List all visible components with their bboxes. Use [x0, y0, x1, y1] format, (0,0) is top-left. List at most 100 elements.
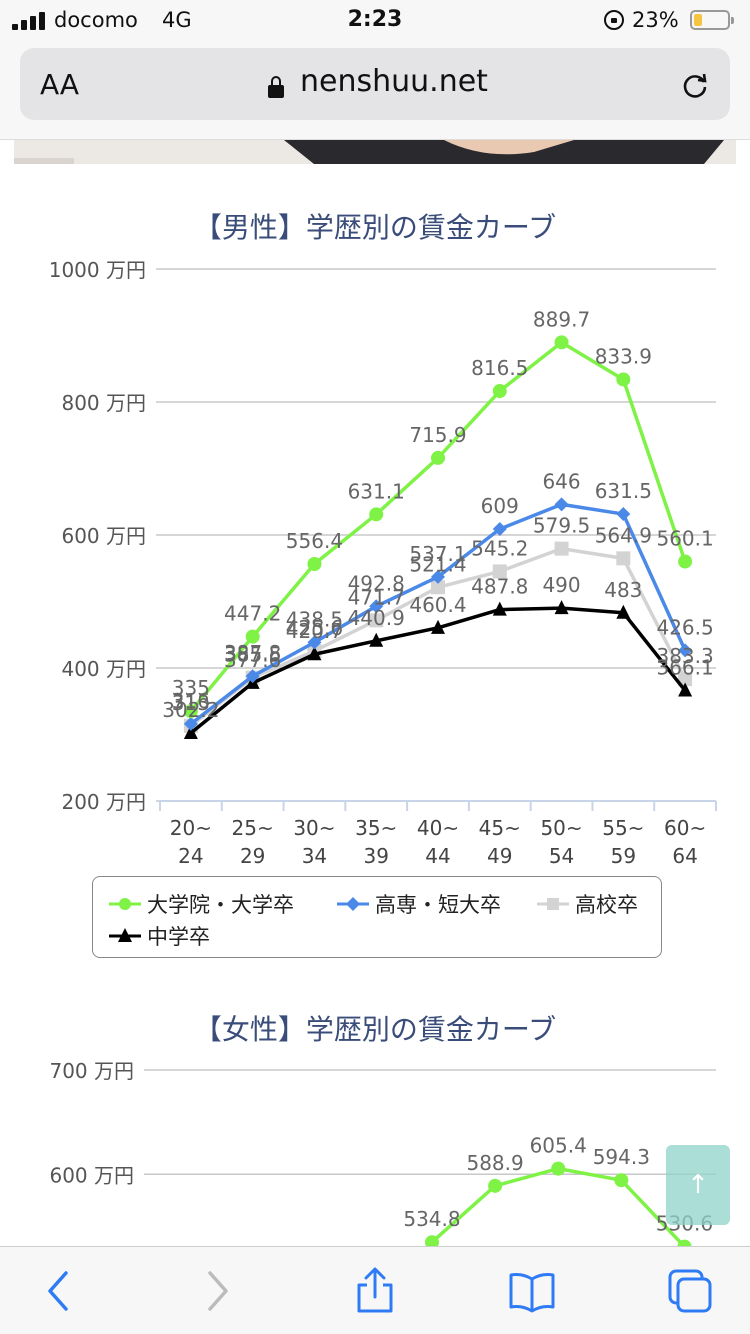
- data-label: 594.3: [593, 1145, 650, 1169]
- data-point: [369, 613, 384, 628]
- browser-toolbar: [0, 1246, 750, 1334]
- data-label: 387.8: [224, 641, 281, 665]
- data-label: 631.5: [595, 479, 652, 503]
- data-point: [431, 619, 445, 634]
- data-label: 335: [172, 676, 210, 700]
- data-point: [678, 554, 693, 569]
- x-tick-label: 50~: [540, 816, 582, 840]
- back-icon[interactable]: [36, 1267, 84, 1315]
- data-label: 816.5: [471, 356, 528, 380]
- legend-label: 高専・短大卒: [375, 893, 501, 917]
- data-label: 521.4: [409, 552, 466, 576]
- data-label: 605.4: [530, 1134, 587, 1158]
- legend-triangle-icon: [109, 928, 141, 942]
- x-tick-label: 30~: [293, 816, 335, 840]
- data-label: 492.8: [348, 571, 405, 595]
- data-point: [492, 384, 507, 399]
- y-tick-label: 1000 万円: [49, 258, 146, 282]
- data-point: [183, 725, 198, 740]
- y-tick-label: 600 万円: [61, 524, 146, 548]
- data-point: [554, 497, 569, 512]
- x-tick-label: 34: [302, 844, 327, 865]
- data-label: 471.7: [348, 585, 405, 609]
- data-label: 537.1: [409, 542, 466, 566]
- legend-label: 中学卒: [147, 925, 210, 949]
- data-label: 833.9: [595, 344, 652, 368]
- data-point: [431, 580, 445, 595]
- tabs-icon[interactable]: [666, 1267, 714, 1315]
- legend-label: 大学院・大学卒: [147, 893, 294, 917]
- carrier-name: docomo: [54, 8, 138, 32]
- y-tick-label: 600 万円: [49, 1163, 134, 1187]
- data-label: 579.5: [533, 514, 590, 538]
- data-label: 564.9: [595, 523, 652, 547]
- data-label: 490: [542, 573, 580, 597]
- y-tick-label: 800 万円: [61, 391, 146, 415]
- data-point: [616, 604, 631, 619]
- data-label: 313: [172, 691, 210, 715]
- data-point: [245, 669, 260, 684]
- data-label: 483: [604, 578, 642, 602]
- data-point: [554, 541, 569, 556]
- x-tick-label: 44: [425, 844, 450, 865]
- x-tick-label: 54: [549, 844, 574, 865]
- share-icon[interactable]: [351, 1267, 399, 1315]
- reload-icon[interactable]: [680, 70, 710, 100]
- data-point: [616, 551, 631, 566]
- data-point: [616, 372, 631, 387]
- data-label: 447.2: [224, 602, 281, 626]
- data-label: 420.7: [286, 619, 343, 643]
- data-point: [183, 716, 198, 731]
- bookmarks-icon[interactable]: [508, 1267, 556, 1315]
- address-bar[interactable]: AA nenshuu.net: [20, 48, 730, 120]
- data-point: [678, 682, 693, 697]
- y-tick-label: 200 万円: [61, 790, 146, 814]
- data-label: 715.9: [409, 423, 466, 447]
- data-label: 383.3: [656, 644, 713, 668]
- data-label: 316: [172, 689, 210, 713]
- y-tick-label: 700 万円: [49, 1060, 134, 1083]
- y-tick-label: 400 万円: [61, 657, 146, 681]
- chart-legend: 大学院・大学卒 高専・短大卒 高校卒 中学卒: [92, 876, 662, 958]
- data-label: 487.8: [471, 575, 528, 599]
- series-line: [430, 1166, 686, 1246]
- status-bar: docomo 4G 2:23 23%: [0, 0, 750, 40]
- data-label: 302.2: [162, 698, 219, 722]
- reader-settings-button[interactable]: AA: [40, 68, 79, 101]
- browser-address-area: AA nenshuu.net: [0, 40, 750, 140]
- data-point: [614, 1173, 629, 1188]
- url-text[interactable]: nenshuu.net: [300, 64, 488, 99]
- x-tick-label: 64: [672, 844, 697, 865]
- data-point: [678, 643, 693, 658]
- data-label: 366.1: [656, 656, 713, 680]
- scroll-to-top-button[interactable]: ↑: [666, 1145, 730, 1225]
- data-label: 631.1: [348, 479, 405, 503]
- x-tick-label: 59: [611, 844, 636, 865]
- data-label: 556.4: [286, 529, 343, 553]
- legend-square-icon: [537, 898, 569, 910]
- data-point: [677, 1239, 692, 1246]
- x-tick-label: 40~: [417, 816, 459, 840]
- data-point: [492, 601, 507, 616]
- x-tick-label: 29: [240, 844, 265, 865]
- battery-icon: [690, 10, 734, 30]
- network-type: 4G: [162, 8, 192, 32]
- data-point: [307, 556, 322, 571]
- data-label: 385.5: [224, 643, 281, 667]
- data-point: [183, 704, 198, 719]
- data-label: 588.9: [466, 1151, 523, 1175]
- legend-label: 高校卒: [575, 893, 638, 917]
- x-tick-label: 55~: [602, 816, 644, 840]
- forward-icon[interactable]: [192, 1267, 240, 1315]
- data-label: 460.4: [409, 593, 466, 617]
- data-point: [551, 1161, 566, 1176]
- x-tick-label: 35~: [355, 816, 397, 840]
- data-point: [369, 507, 384, 522]
- data-point: [369, 632, 384, 647]
- x-tick-label: 60~: [664, 816, 706, 840]
- data-label: 426.5: [656, 615, 713, 639]
- data-point: [616, 507, 631, 522]
- clock: 2:23: [347, 7, 403, 32]
- x-tick-label: 49: [487, 844, 512, 865]
- legend-circle-icon: [109, 898, 141, 910]
